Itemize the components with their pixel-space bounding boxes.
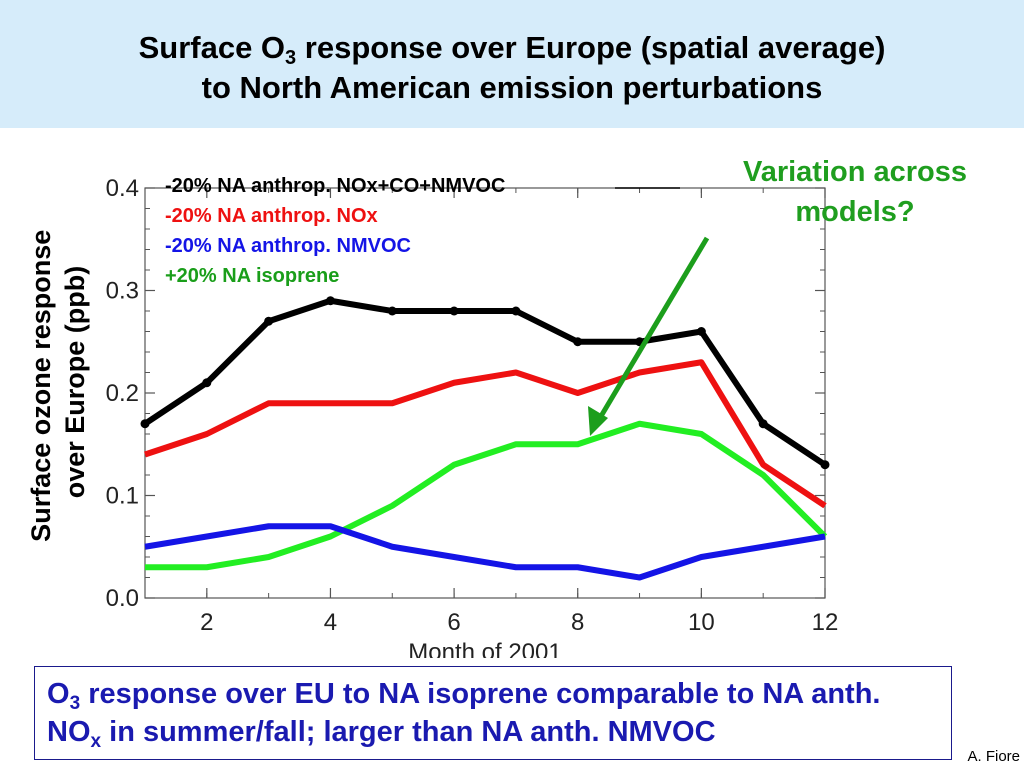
title-line1-post: response over Europe (spatial average) [296,30,886,65]
series-line-3 [145,420,828,571]
series-point-0 [820,460,830,470]
series-layer [140,296,830,581]
series-point-0 [511,306,521,316]
series-line-1 [144,359,827,509]
title-line2: to North American emission perturbations [201,70,823,105]
x-tick-label: 8 [571,609,584,636]
series-line-2 [144,523,826,581]
conclusion-sub2: x [90,731,102,752]
series-point-0 [264,316,274,326]
y-axis-label-line1: Surface ozone response [26,230,56,542]
chart-axes: 2 4 6 8 10 12 0.0 0.1 0.2 0.3 0.4 [106,175,839,636]
x-tick-label: 4 [324,609,337,636]
slide-title: Surface O3 response over Europe (spatial… [0,28,1024,108]
series-point-0 [573,337,583,347]
series-point-0 [202,378,212,388]
series-line-0 [143,297,827,468]
series-point-0 [758,419,768,429]
annotation-arrow-shaft [591,236,710,430]
x-tick-label: 2 [200,609,213,636]
annotation-arrow-head [588,406,608,436]
y-axis-label: Surface ozone response over Europe (ppb) [26,222,90,542]
series-point-0 [449,306,459,316]
series-point-0 [325,296,335,306]
legend-entry: +20% NA isoprene [165,265,339,287]
x-tick-label: 12 [812,609,839,636]
y-tick-label: 0.0 [106,585,139,612]
series-point-0 [696,327,706,336]
conclusion-part3: in summer/fall; larger than NA anth. NMV… [101,716,716,748]
variation-annotation: Variation across models? [700,152,1010,232]
chart-legend: -20% NA anthrop. NOx+CO+NMVOC -20% NA ant… [165,175,680,287]
x-axis-label: Month of 2001 [408,639,561,658]
legend-entry: -20% NA anthrop. NOx+CO+NMVOC [165,175,505,197]
variation-line1: Variation across [742,156,968,188]
conclusion-part2: response over EU to NA isoprene comparab… [47,678,881,748]
title-line1-pre: Surface O [138,30,286,65]
conclusion-box: O3 response over EU to NA isoprene compa… [34,666,952,760]
ozone-response-chart: 2 4 6 8 10 12 0.0 0.1 0.2 0.3 0.4 -20% NA anthrop.… [26,175,839,658]
y-tick-label: 0.4 [106,175,139,202]
y-tick-label: 0.1 [106,483,139,510]
series-point-0 [387,306,397,316]
x-tick-label: 10 [688,609,715,636]
legend-entry: -20% NA anthrop. NOx [165,205,378,227]
title-subscript: 3 [285,47,297,69]
y-axis-label-line2: over Europe (ppb) [60,266,90,499]
legend-entry: -20% NA anthrop. NMVOC [165,235,411,257]
y-tick-label: 0.2 [106,380,139,407]
x-tick-label: 6 [447,609,460,636]
variation-line2: models? [795,196,915,228]
slide-header: Surface O3 response over Europe (spatial… [0,0,1024,128]
conclusion-sub1: 3 [69,693,81,714]
series-point-0 [140,419,150,429]
author-credit: A. Fiore [967,748,1020,765]
conclusion-part1: O [47,678,70,710]
y-tick-label: 0.3 [106,278,139,305]
annotation-arrow [588,236,710,436]
